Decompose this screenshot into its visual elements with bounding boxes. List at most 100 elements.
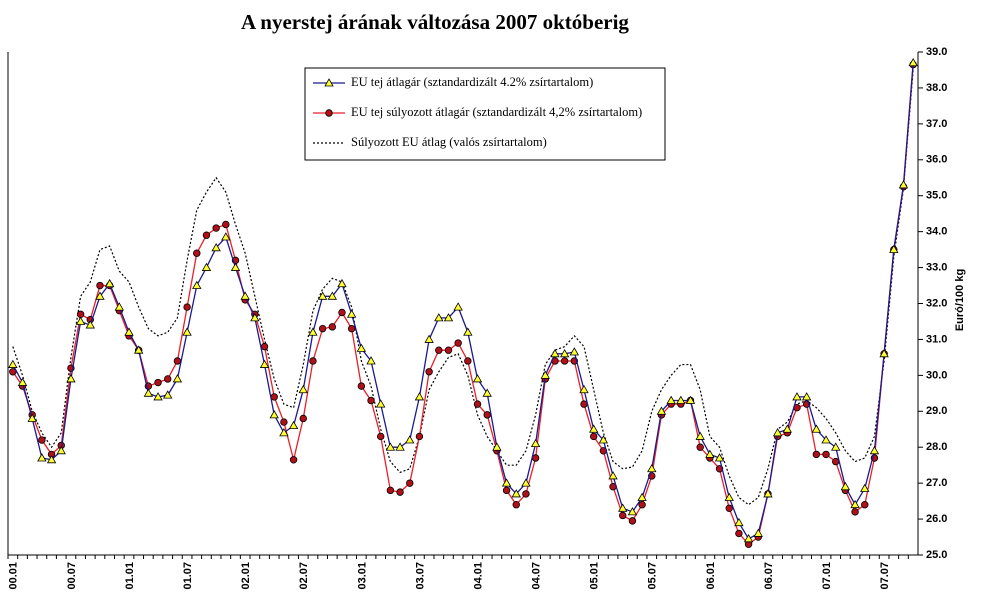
triangle-marker [8,359,18,368]
y-tick-label: 36.0 [926,154,947,166]
y-tick-label: 34.0 [926,226,947,238]
circle-marker [415,432,424,441]
circle-marker [328,323,337,331]
circle-marker [202,231,211,239]
triangle-marker [366,356,376,365]
circle-marker [406,479,414,487]
triangle-marker [143,388,154,397]
triangle-marker [850,499,860,509]
circle-marker [812,450,821,459]
triangle-marker [714,453,725,462]
legend-box [304,67,666,161]
circle-marker [96,281,104,290]
x-tick-label: 00.01 [8,562,20,590]
triangle-marker [405,435,415,444]
triangle-marker [782,424,792,433]
triangle-marker [324,78,334,87]
x-tick-label: 06.07 [763,562,775,590]
triangle-marker [724,492,734,501]
series-line [12,69,914,506]
circle-marker [522,490,530,498]
circle-marker [299,414,307,423]
circle-marker [638,501,646,509]
triangle-marker [414,392,425,401]
legend-label: Súlyozott EU átlag (valós zsírtartalom) [351,135,547,149]
y-tick-label: 39.0 [926,46,947,58]
circle-marker [483,411,491,419]
triangle-marker [104,278,115,288]
circle-marker [628,517,637,525]
triangle-marker [56,446,66,455]
triangle-marker [424,334,434,343]
triangle-marker [869,446,880,455]
triangle-marker [666,395,676,404]
y-tick-label: 31.0 [926,333,947,345]
circle-marker [76,310,85,318]
y-tick-label: 38.0 [926,82,947,94]
triangle-marker [801,392,812,401]
circle-marker [338,308,346,317]
circle-marker [280,418,288,426]
triangle-marker [501,478,512,487]
circle-marker [357,382,366,390]
triangle-marker [134,345,144,354]
circle-marker [377,432,385,441]
triangle-marker [346,309,357,318]
triangle-marker [772,428,783,437]
circle-marker [347,324,356,333]
triangle-marker [434,313,444,322]
circle-marker [444,346,453,354]
triangle-marker [647,463,657,473]
x-tick-label: 00.07 [66,562,78,590]
triangle-marker [840,481,851,491]
x-tick-label: 01.01 [124,562,136,590]
circle-marker [822,450,830,459]
circle-marker [222,220,230,229]
triangle-marker [385,442,396,451]
circle-marker [589,432,598,441]
x-tick-label: 03.01 [356,562,368,590]
y-axis-label: Euró/100 kg [954,269,966,331]
triangle-marker [598,435,609,444]
chart-title: A nyerstej árának változása 2007 október… [241,10,629,34]
circle-marker [193,249,201,257]
triangle-marker [259,359,270,368]
y-tick-label: 25.0 [926,549,947,561]
triangle-marker [589,424,599,433]
triangle-marker [550,348,560,358]
y-tick-label: 29.0 [926,405,947,417]
circle-marker [396,488,404,496]
triangle-marker [879,348,889,358]
triangle-marker [743,534,754,543]
x-tick-label: 07.07 [879,562,891,590]
triangle-marker [472,374,483,383]
triangle-marker [656,406,667,415]
triangle-marker [763,489,773,498]
circle-marker [325,109,333,117]
x-tick-label: 05.01 [589,562,601,590]
circle-marker [425,368,433,376]
y-tick-label: 35.0 [926,190,947,202]
y-tick-label: 30.0 [926,369,947,381]
triangle-marker [579,384,589,394]
triangle-marker [395,442,405,451]
triangle-marker [860,483,870,492]
circle-marker [512,501,520,509]
triangle-marker [530,438,541,448]
triangle-marker [327,291,337,300]
triangle-marker [46,454,57,464]
triangle-marker [37,453,47,462]
triangle-marker [221,232,231,241]
triangle-marker [75,316,86,325]
triangle-marker [376,399,386,408]
y-tick-label: 37.0 [926,118,947,130]
triangle-marker [124,327,134,336]
triangle-marker [695,431,705,440]
circle-marker [735,529,743,538]
triangle-marker [831,442,841,451]
triangle-marker [95,291,105,300]
triangle-marker [337,278,347,288]
triangle-marker [27,413,37,422]
triangle-marker [201,262,212,271]
triangle-marker [685,395,696,404]
